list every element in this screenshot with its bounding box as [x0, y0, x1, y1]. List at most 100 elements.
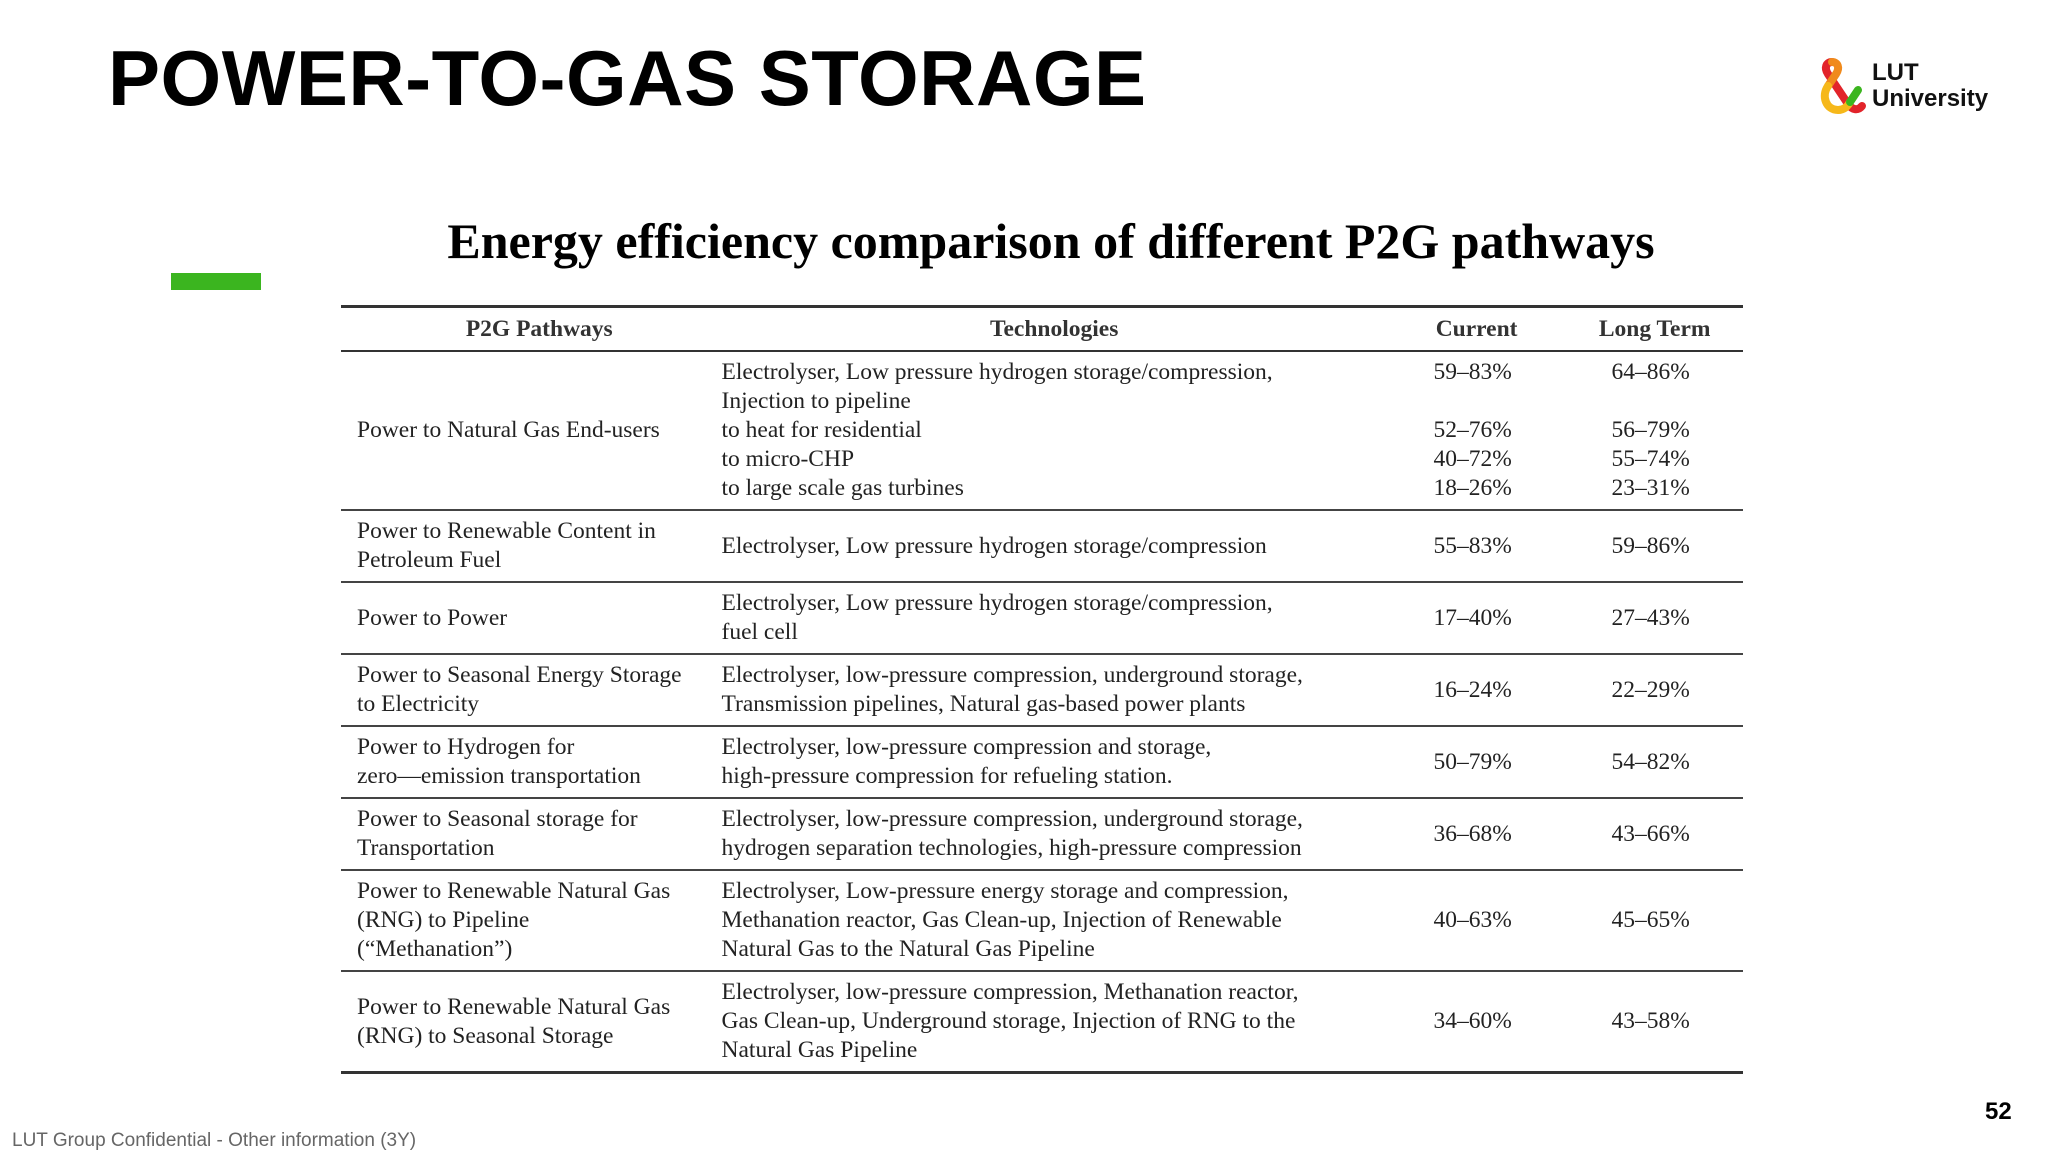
current-efficiency-cell: 17–40% — [1387, 582, 1567, 654]
current-efficiency-cell: 40–63% — [1387, 870, 1567, 971]
cell-line: Injection to pipeline — [721, 388, 911, 414]
value-line: 59–83% — [1433, 359, 1512, 385]
green-accent-bar — [171, 273, 261, 290]
technologies-cell: Electrolyser, low-pressure compression, … — [722, 798, 1387, 870]
pathway-cell: Power to Power — [341, 582, 722, 654]
current-efficiency-cell: 59–83% 52–76% 40–72% 18–26% — [1387, 351, 1567, 510]
value-line: 18–26% — [1433, 475, 1512, 501]
cell-line: 43–66% — [1611, 820, 1690, 847]
cell-line: Natural Gas to the Natural Gas Pipeline — [721, 936, 1095, 962]
cell-line: Electrolyser, low-pressure compression, … — [721, 979, 1299, 1005]
cell-line: Power to Power — [357, 604, 508, 631]
cell-line: 16–24% — [1433, 676, 1512, 703]
cell-line: Electrolyser, low-pressure compression, … — [721, 662, 1303, 688]
value-line: 52–76% — [1433, 417, 1512, 443]
cell-line: 36–68% — [1433, 820, 1512, 847]
cell-line: 50–79% — [1433, 748, 1512, 775]
cell-line: to micro-CHP — [721, 446, 855, 472]
cell-line: 43–58% — [1611, 1008, 1690, 1034]
long-term-efficiency-cell: 43–58% — [1566, 971, 1743, 1073]
cell-line: fuel cell — [721, 619, 798, 645]
technologies-cell: Electrolyser, low-pressure compression, … — [722, 654, 1387, 726]
cell-line: to heat for residential — [721, 417, 922, 443]
long-term-efficiency-cell: 45–65% — [1566, 870, 1743, 971]
cell-line: 54–82% — [1611, 748, 1690, 775]
header-current: Current — [1386, 306, 1567, 352]
cell-line: Gas Clean-up, Underground storage, Injec… — [721, 1008, 1296, 1034]
pathway-cell: Power to Hydrogen for zero—emission trans… — [341, 726, 722, 798]
cell-line: Power to Seasonal Energy Storage — [357, 662, 682, 688]
technologies-cell: Electrolyser, low-pressure compression a… — [722, 726, 1387, 798]
cell-line: Electrolyser, Low-pressure energy storag… — [721, 878, 1289, 904]
current-efficiency-cell: 34–60% — [1387, 971, 1567, 1073]
page-number: 52 — [1985, 1098, 2012, 1125]
cell-line: Petroleum Fuel — [357, 547, 502, 573]
cell-line: to large scale gas turbines — [721, 475, 964, 501]
long-term-efficiency-cell: 43–66% — [1566, 798, 1743, 870]
cell-line: 17–40% — [1433, 604, 1512, 631]
header-technologies: Technologies — [721, 306, 1387, 352]
cell-line: Power to Seasonal storage for — [357, 806, 638, 832]
cell-line: Transmission pipelines, Natural gas-base… — [721, 691, 1246, 717]
lut-ampersand-logo-icon — [1820, 58, 1866, 115]
cell-line: Methanation reactor, Gas Clean-up, Injec… — [721, 907, 1282, 933]
table-row: Power to Power Electrolyser, Low pressure… — [341, 582, 1743, 654]
spacer-line — [1387, 387, 1559, 416]
value-line: 56–79% — [1611, 417, 1690, 443]
pathway-cell: Power to Renewable Content in Petroleum F… — [341, 510, 722, 582]
slide-title: POWER-TO-GAS STORAGE — [108, 34, 1147, 122]
lut-university-logo: LUT University — [1818, 56, 1988, 118]
cell-line: (RNG) to Pipeline — [357, 907, 530, 933]
cell-line: Power to Renewable Natural Gas — [357, 878, 671, 904]
cell-line: Electrolyser, Low pressure hydrogen stor… — [721, 532, 1267, 559]
cell-line: 27–43% — [1611, 604, 1690, 631]
technologies-cell: Electrolyser, low-pressure compression, … — [722, 971, 1387, 1073]
cell-line: high-pressure compression for refueling … — [721, 763, 1173, 789]
cell-line: Electrolyser, Low pressure hydrogen stor… — [721, 590, 1273, 616]
logo-text-line2: University — [1872, 85, 1989, 112]
table-row: Power to Seasonal storage for Transportat… — [341, 798, 1743, 870]
technologies-cell: Electrolyser, Low-pressure energy storag… — [722, 870, 1387, 971]
table-row: Power to Seasonal Energy Storage to Elect… — [341, 654, 1743, 726]
table-title: Energy efficiency comparison of differen… — [447, 213, 1655, 269]
technologies-cell: Electrolyser, Low pressure hydrogen stor… — [722, 582, 1387, 654]
technologies-cell: Electrolyser, Low pressure hydrogen stor… — [722, 351, 1387, 510]
cell-line: zero—emission transportation — [357, 763, 641, 789]
cell-line: Power to Natural Gas End-users — [357, 417, 660, 443]
table-row: Power to Natural Gas End-users Electrolys… — [341, 351, 1743, 510]
current-efficiency-cell: 16–24% — [1387, 654, 1567, 726]
header-long-term: Long Term — [1566, 306, 1743, 352]
value-line: 64–86% — [1611, 359, 1690, 385]
pathway-cell: Power to Renewable Natural Gas (RNG) to P… — [341, 870, 722, 971]
cell-line: 40–63% — [1433, 907, 1512, 933]
pathway-cell: Power to Seasonal storage for Transportat… — [341, 798, 722, 870]
cell-line: (“Methanation”) — [357, 936, 513, 962]
cell-line: to Electricity — [357, 691, 480, 717]
cell-line: (RNG) to Seasonal Storage — [357, 1022, 614, 1049]
current-efficiency-cell: 36–68% — [1387, 798, 1567, 870]
long-term-efficiency-cell: 64–86% 56–79% 55–74% 23–31% — [1566, 351, 1743, 510]
table-row: Power to Renewable Natural Gas (RNG) to S… — [341, 971, 1743, 1073]
cell-line: Power to Hydrogen for — [357, 734, 575, 760]
table-row: Power to Hydrogen for zero—emission trans… — [341, 726, 1743, 798]
cell-line: Transportation — [357, 835, 495, 861]
cell-line: Electrolyser, low-pressure compression a… — [721, 734, 1212, 760]
long-term-efficiency-cell: 59–86% — [1566, 510, 1743, 582]
table-row: Power to Renewable Content in Petroleum F… — [341, 510, 1743, 582]
efficiency-table: P2G Pathways Technologies Current Long T… — [341, 305, 1743, 1074]
cell-line: hydrogen separation technologies, high-p… — [721, 835, 1302, 861]
pathway-cell: Power to Seasonal Energy Storage to Elect… — [341, 654, 722, 726]
cell-line: Power to Renewable Natural Gas — [357, 993, 671, 1020]
table-row: Power to Renewable Natural Gas (RNG) to P… — [341, 870, 1743, 971]
long-term-efficiency-cell: 22–29% — [1566, 654, 1743, 726]
current-efficiency-cell: 50–79% — [1387, 726, 1567, 798]
pathway-cell: Power to Renewable Natural Gas (RNG) to S… — [341, 971, 722, 1073]
table-body: Power to Natural Gas End-users Electrolys… — [341, 351, 1743, 1073]
efficiency-table-container: P2G Pathways Technologies Current Long T… — [341, 305, 1743, 1074]
table-header-row: P2G Pathways Technologies Current Long T… — [341, 306, 1743, 352]
footer-confidentiality: LUT Group Confidential - Other informati… — [12, 1130, 417, 1151]
logo-text-line1: LUT — [1872, 59, 1919, 86]
cell-line: 55–83% — [1433, 532, 1512, 559]
value-line: 55–74% — [1611, 446, 1690, 472]
current-efficiency-cell: 55–83% — [1387, 510, 1567, 582]
